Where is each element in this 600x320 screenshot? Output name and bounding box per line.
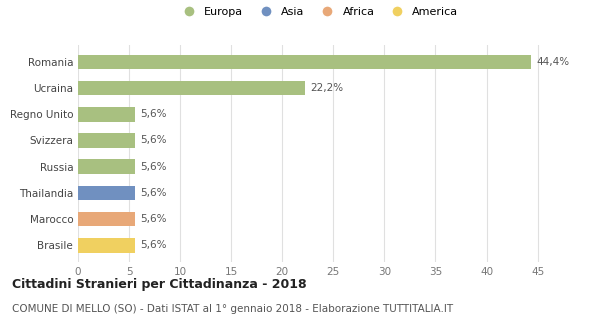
- Bar: [78, 133, 135, 148]
- Bar: [78, 186, 135, 200]
- Text: 5,6%: 5,6%: [140, 188, 167, 198]
- Text: 5,6%: 5,6%: [140, 240, 167, 250]
- Legend: Europa, Asia, Africa, America: Europa, Asia, Africa, America: [173, 3, 463, 21]
- Text: COMUNE DI MELLO (SO) - Dati ISTAT al 1° gennaio 2018 - Elaborazione TUTTITALIA.I: COMUNE DI MELLO (SO) - Dati ISTAT al 1° …: [12, 304, 453, 314]
- Bar: [78, 81, 305, 95]
- Bar: [78, 107, 135, 122]
- Bar: [78, 238, 135, 252]
- Text: 5,6%: 5,6%: [140, 109, 167, 119]
- Text: 5,6%: 5,6%: [140, 135, 167, 146]
- Text: 22,2%: 22,2%: [310, 83, 343, 93]
- Bar: [78, 55, 532, 69]
- Text: 5,6%: 5,6%: [140, 162, 167, 172]
- Bar: [78, 212, 135, 226]
- Bar: [78, 159, 135, 174]
- Text: Cittadini Stranieri per Cittadinanza - 2018: Cittadini Stranieri per Cittadinanza - 2…: [12, 278, 307, 292]
- Text: 44,4%: 44,4%: [536, 57, 569, 67]
- Text: 5,6%: 5,6%: [140, 214, 167, 224]
